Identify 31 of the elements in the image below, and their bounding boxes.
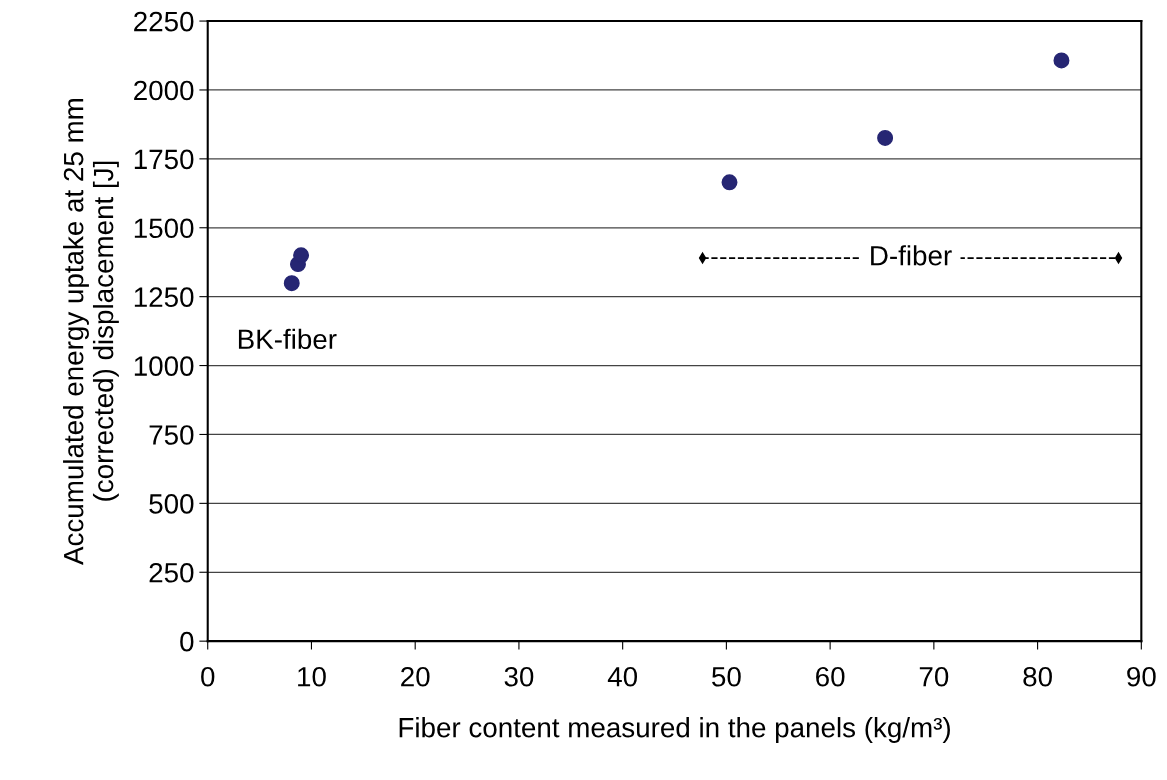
y-tick-label: 1250 [134,287,194,307]
point [877,129,894,146]
y-axis-title: Accumulated energy uptake at 25 mm (corrected) displacement [J] [63,99,119,565]
point [1053,52,1070,69]
y-tick-label: 250 [149,562,194,583]
x-tick-label: 40 [607,666,638,687]
y-tick-label: 750 [149,425,194,445]
point [293,247,310,264]
x-tick-label: 10 [298,666,326,687]
point [1114,252,1123,264]
x-tick-label: 70 [919,666,949,687]
point [283,275,300,292]
x-tick-label: 90 [1127,666,1156,687]
y-tick-label: 2250 [134,11,194,32]
x-tick-label: 50 [712,666,741,687]
x-tick-label: 0 [201,666,215,687]
annotation: BK-fiber [238,328,337,350]
x-tick-label: 30 [504,666,534,687]
x-axis-title: Fiber content measured in the panels (kg/m³) [399,717,950,743]
y-tick-label: 0 [180,631,194,652]
y-tick-label: 1500 [134,218,194,239]
y-tick-label: 2000 [134,80,194,101]
point [721,174,738,191]
y-tick-label: 500 [149,494,194,514]
x-tick-label: 80 [1023,666,1052,687]
point [698,252,707,264]
x-tick-label: 20 [401,666,430,687]
y-tick-label: 1750 [134,149,194,170]
x-tick-label: 60 [816,666,845,687]
y-tick-label: 1000 [134,356,194,376]
series-label: D-fiber [871,245,952,266]
